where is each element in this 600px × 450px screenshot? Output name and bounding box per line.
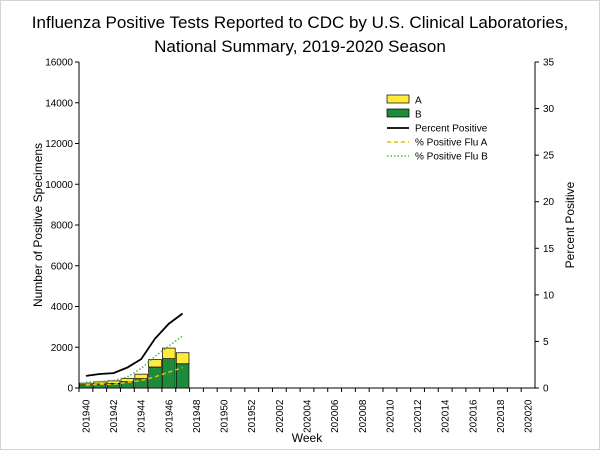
x-tick-label: 202018 xyxy=(496,399,507,433)
y-tick-label: 10000 xyxy=(45,180,73,191)
legend-swatch-a xyxy=(386,94,410,104)
x-tick-label: 202002 xyxy=(275,399,286,433)
bar-a-201946 xyxy=(162,347,176,360)
bar-a-201943 xyxy=(120,378,135,383)
x-tick-label: 202012 xyxy=(413,399,424,433)
y2-tick-label: 15 xyxy=(543,244,555,255)
y-tick-label: 14000 xyxy=(45,98,73,109)
legend-label: B xyxy=(415,110,422,121)
y-tick-label: 4000 xyxy=(51,302,74,313)
y-tick-label: 12000 xyxy=(45,139,73,150)
x-tick-label: 201952 xyxy=(247,399,258,433)
legend-label: % Positive Flu B xyxy=(415,152,488,163)
bar-a-201942 xyxy=(106,380,121,384)
bar-series xyxy=(79,347,190,389)
legend-label: A xyxy=(415,96,422,107)
x-tick-label: 201942 xyxy=(109,399,120,433)
line-percent-positive xyxy=(85,312,184,377)
legend-label: % Positive Flu A xyxy=(415,138,488,149)
x-tick-label: 202010 xyxy=(385,399,396,433)
y2-tick-label: 30 xyxy=(543,104,555,115)
bar-b-201940 xyxy=(79,384,93,389)
bar-a-201941 xyxy=(93,381,107,385)
legend-label: Percent Positive xyxy=(415,124,488,135)
bar-a-201944 xyxy=(134,373,148,379)
y-tick-label: 2000 xyxy=(51,343,74,354)
y2-tick-label: 25 xyxy=(543,151,555,162)
y2-tick-label: 35 xyxy=(543,58,555,69)
plot-area xyxy=(79,62,535,388)
bar-b-201947 xyxy=(175,363,190,389)
legend: AB Percent Positive % Positive Flu A % Posi… xyxy=(386,94,488,163)
bar-a-201945 xyxy=(148,359,162,368)
x-tick-label: 202020 xyxy=(524,399,535,433)
bar-a-201947 xyxy=(175,352,190,365)
x-tick-label: 201946 xyxy=(164,399,175,433)
x-tick-label: 202004 xyxy=(303,399,314,433)
x-tick-label: 202006 xyxy=(330,399,341,433)
x-tick-label: 201944 xyxy=(137,399,148,433)
x-axis-ticks: 201940 201942 201944 201946 201948 201950 2019… xyxy=(78,388,535,433)
y2-tick-label: 0 xyxy=(543,384,549,395)
y2-tick-label: 5 xyxy=(543,337,549,348)
y-axis-ticks: 0 2000 4000 6000 8000 10000 12000 14000 16000 xyxy=(45,58,79,395)
line-series xyxy=(85,312,184,386)
x-tick-label: 202016 xyxy=(468,399,479,433)
x-tick-label: 201950 xyxy=(220,399,231,433)
line-positive-flu-a xyxy=(85,366,183,386)
chart-title-line-1: Influenza Positive Tests Reported to CDC… xyxy=(32,13,568,32)
y-tick-label: 8000 xyxy=(51,221,74,232)
y2-axis-ticks: 0 5 10 15 20 25 30 35 xyxy=(535,58,555,395)
y-axis-title: Number of Positive Specimens xyxy=(31,143,45,307)
y-tick-label: 16000 xyxy=(45,58,73,69)
x-axis-title: Week xyxy=(292,431,323,445)
legend-swatch-b xyxy=(386,108,410,118)
y-tick-label: 0 xyxy=(67,384,73,395)
x-tick-label: 201940 xyxy=(81,399,92,433)
line-positive-flu-b xyxy=(85,335,184,384)
x-tick-label: 201948 xyxy=(192,399,203,433)
x-tick-label: 202008 xyxy=(358,399,369,433)
x-tick-label: 202014 xyxy=(441,399,452,433)
y-tick-label: 6000 xyxy=(51,261,74,272)
y2-tick-label: 20 xyxy=(543,197,555,208)
y2-axis-title: Percent Positive xyxy=(563,181,577,268)
y2-tick-label: 10 xyxy=(543,290,555,301)
chart-title-line-2: National Summary, 2019-2020 Season xyxy=(154,37,446,56)
